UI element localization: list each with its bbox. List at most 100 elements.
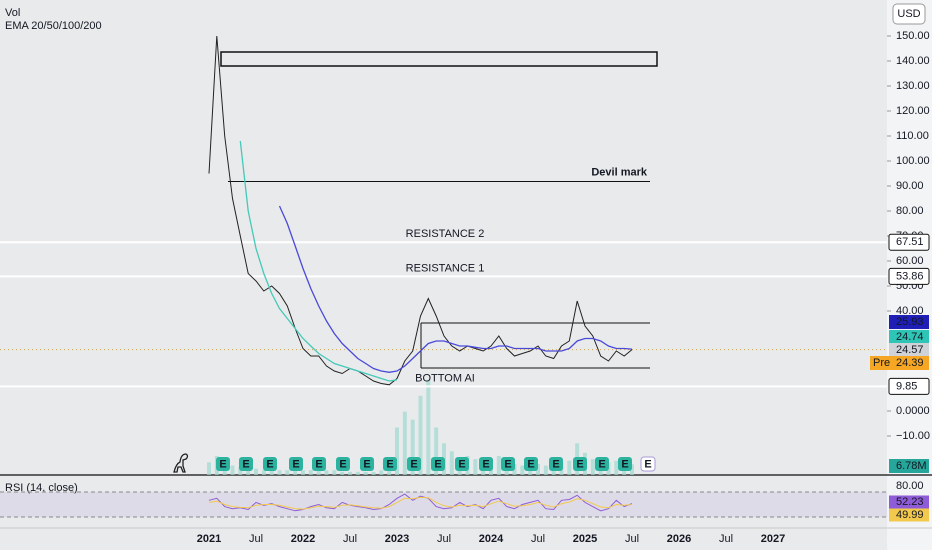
earnings-letter: E: [315, 458, 322, 470]
earnings-icon: [501, 457, 515, 471]
volume-bar: [630, 464, 634, 475]
earnings-icon: [640, 456, 656, 472]
volume-bar: [254, 468, 258, 475]
y-tick-label: 100.00: [896, 155, 930, 167]
volume-tag-label: 6.78M: [896, 460, 927, 472]
rsi-band: [0, 492, 887, 517]
devil-label: Devil mark: [591, 166, 648, 178]
earnings-icon: [549, 457, 563, 471]
x-tick-label: Jul: [249, 533, 263, 545]
volume-bar: [395, 427, 399, 475]
earnings-letter: E: [504, 458, 511, 470]
y-tick-label: 130.00: [896, 80, 930, 92]
earnings-letter: E: [598, 458, 605, 470]
earnings-letter: E: [266, 458, 273, 470]
volume-bar: [496, 456, 501, 475]
earnings-icon: [455, 457, 469, 471]
y-tick-label: −10.00: [896, 430, 930, 442]
earnings-icon: [312, 457, 326, 471]
earnings-letter: E: [292, 458, 299, 470]
volume-bar: [426, 380, 431, 475]
x-tick-label: Jul: [343, 533, 357, 545]
volume-bar: [434, 427, 439, 475]
volume-bar: [410, 419, 415, 475]
earnings-letter: E: [363, 458, 370, 470]
x-tick-label: Jul: [437, 533, 451, 545]
price-line: [208, 35, 633, 386]
pre-tag: [870, 356, 929, 370]
volume-bar: [379, 470, 384, 475]
earnings-icon: [524, 457, 538, 471]
pre-label: Pre: [873, 357, 890, 369]
price-tag: [889, 343, 929, 357]
earnings-icon: [431, 457, 445, 471]
volume-bar: [348, 471, 352, 475]
earnings-icon: [618, 457, 632, 471]
rsi-tag-label: 49.99: [896, 509, 924, 521]
currency-label: USD: [897, 8, 920, 20]
x-tick-label: 2024: [479, 533, 504, 545]
volume-bar: [363, 471, 368, 475]
earnings-letter: E: [576, 458, 583, 470]
ema-line: [239, 140, 398, 382]
volume-bar: [316, 470, 321, 475]
currency-button[interactable]: [892, 3, 926, 25]
volume-bar: [308, 470, 313, 475]
volume-bar: [301, 470, 305, 475]
level-tag-label: 67.51: [896, 236, 924, 248]
logo: [173, 453, 189, 473]
x-tick-label: 2027: [761, 533, 785, 545]
y-tick-label: 120.00: [896, 105, 930, 117]
volume-bar: [324, 470, 329, 475]
volume-bar: [277, 470, 282, 475]
rsi-tag-label: 52.23: [896, 496, 924, 508]
ema-line: [278, 205, 633, 373]
level-tag-label: 53.86: [896, 270, 924, 282]
rsi-line: [208, 496, 633, 510]
earnings-icon: [479, 457, 493, 471]
x-tick-label: Jul: [625, 533, 639, 545]
pre-value: 24.39: [896, 357, 924, 369]
level-tag: [888, 267, 930, 285]
earnings-icon: [407, 457, 421, 471]
earnings-icon: [289, 457, 303, 471]
earnings-icon: [263, 457, 277, 471]
y-tick-label: 90.00: [896, 180, 924, 192]
earnings-letter: E: [434, 458, 441, 470]
volume-bar: [340, 471, 345, 475]
earnings-icon: [573, 457, 587, 471]
x-tick-label: 2026: [667, 533, 691, 545]
level-text: RESISTANCE 2: [406, 228, 485, 240]
legend-line: EMA 20/50/100/200: [5, 20, 102, 32]
x-tick-label: Jul: [719, 533, 733, 545]
volume-bar: [246, 468, 251, 475]
earnings-icon: [383, 457, 397, 471]
rsi-line: [208, 493, 633, 512]
price-tag: [889, 315, 929, 329]
rsi-tag: [889, 508, 929, 522]
volume-bar: [371, 471, 376, 475]
earnings-letter: E: [339, 458, 346, 470]
level-text: BOTTOM AI: [415, 372, 475, 384]
volume-bar: [418, 395, 423, 475]
x-tick-label: 2021: [197, 533, 221, 545]
level-text: RESISTANCE 1: [406, 262, 485, 274]
volume-bar: [293, 470, 298, 475]
volume-bar: [261, 470, 266, 475]
volume-bar: [543, 465, 548, 475]
level-tag: [888, 377, 930, 395]
volume-bar: [520, 465, 525, 475]
earnings-letter: E: [527, 458, 534, 470]
earnings-letter: E: [458, 458, 465, 470]
earnings-letter: E: [410, 458, 417, 470]
y-tick-label: 110.00: [896, 130, 929, 142]
rsi-tick-label: 80.00: [896, 480, 924, 492]
earnings-icon: [336, 457, 350, 471]
earnings-letter: E: [386, 458, 393, 470]
level-tag: [888, 233, 930, 251]
x-tick-label: Jul: [531, 533, 545, 545]
annotation-box: [220, 51, 658, 67]
volume-bar: [285, 470, 290, 475]
x-tick-label: 2025: [573, 533, 597, 545]
